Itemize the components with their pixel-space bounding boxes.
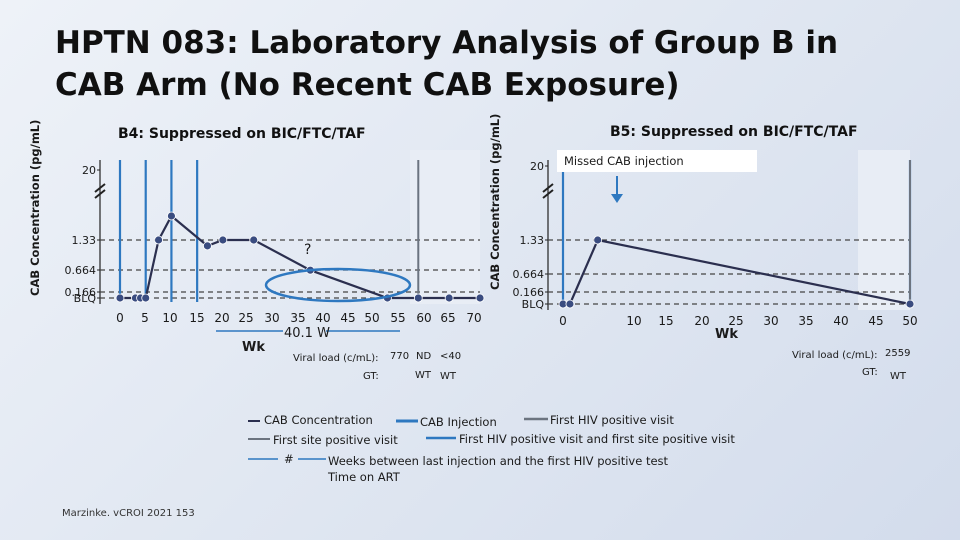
b4-axis-break-2 bbox=[94, 189, 106, 199]
b4-point-11 bbox=[413, 293, 423, 303]
weeks-between-annotation: 40.1 W bbox=[284, 326, 330, 341]
b5-xtick-30: 30 bbox=[763, 314, 778, 328]
b4-xtick-25: 25 bbox=[238, 311, 253, 325]
unknown-annotation: ? bbox=[304, 242, 312, 258]
legend-swatches bbox=[248, 417, 548, 460]
b4-xtick-50: 50 bbox=[364, 311, 379, 325]
b5-xlabel: Wk bbox=[715, 327, 738, 342]
b4-xtick-15: 15 bbox=[189, 311, 204, 325]
b5-axis-break-2 bbox=[542, 189, 554, 199]
b5-gt-1: WT bbox=[890, 371, 906, 382]
b5-axis-break bbox=[542, 183, 554, 193]
b4-viral-load-label: Viral load (c/mL): bbox=[293, 353, 379, 364]
legend-first-site-positive: First site positive visit bbox=[273, 433, 398, 447]
b5-shaded-region bbox=[858, 150, 910, 310]
b5-ytick-0.166: 0.166 bbox=[513, 286, 545, 299]
b4-point-13 bbox=[475, 293, 485, 303]
b4-ytick-0.166: 0.166 bbox=[65, 286, 97, 299]
b4-vl-nd: ND bbox=[416, 351, 432, 362]
panel-b4-title: B4: Suppressed on BIC/FTC/TAF bbox=[118, 126, 366, 142]
b4-shaded-region bbox=[410, 150, 480, 304]
b4-xtick-35: 35 bbox=[290, 311, 305, 325]
b4-xtick-20: 20 bbox=[214, 311, 229, 325]
b4-gt-2: WT bbox=[440, 371, 456, 382]
b5-xtick-35: 35 bbox=[798, 314, 813, 328]
b5-vl-2559: 2559 bbox=[885, 348, 911, 359]
citation: Marzinke. vCROI 2021 153 bbox=[62, 508, 195, 519]
b5-xtick-45: 45 bbox=[868, 314, 883, 328]
b4-ytick-1.33: 1.33 bbox=[72, 234, 97, 247]
b4-xtick-65: 65 bbox=[440, 311, 455, 325]
b4-vl-40: <40 bbox=[440, 351, 462, 362]
legend-both: First HIV positive visit and first site … bbox=[459, 432, 735, 446]
b4-xtick-70: 70 bbox=[466, 311, 481, 325]
b5-ytick-BLQ: BLQ bbox=[522, 298, 545, 311]
legend-cab-injection: CAB Injection bbox=[420, 415, 497, 429]
b5-viral-load-label: Viral load (c/mL): bbox=[792, 350, 878, 361]
b5-xtick-20: 20 bbox=[694, 314, 709, 328]
b4-ytick-20: 20 bbox=[82, 164, 96, 177]
b4-point-8 bbox=[249, 235, 259, 245]
b4-gt-label: GT: bbox=[363, 371, 379, 382]
b4-point-4 bbox=[154, 235, 163, 245]
b5-gt-label: GT: bbox=[862, 367, 878, 378]
b4-xtick-5: 5 bbox=[141, 311, 149, 325]
b5-series-line bbox=[563, 238, 911, 306]
b4-gt-1: WT bbox=[415, 370, 431, 381]
b4-xtick-40: 40 bbox=[315, 311, 330, 325]
b5-point-2 bbox=[593, 235, 603, 245]
legend-weeks-between: Weeks between last injection and the fir… bbox=[328, 454, 669, 468]
b5-xtick-50: 50 bbox=[902, 314, 917, 328]
b4-point-7 bbox=[218, 235, 228, 245]
b4-axis-break bbox=[94, 183, 106, 193]
b4-xtick-30: 30 bbox=[264, 311, 279, 325]
missed-injection-label: Missed CAB injection bbox=[557, 150, 757, 172]
b4-point-3 bbox=[141, 293, 151, 303]
b4-xtick-55: 55 bbox=[390, 311, 405, 325]
b4-ytick-BLQ: BLQ bbox=[74, 292, 97, 305]
b5-ytick-1.33: 1.33 bbox=[520, 234, 545, 247]
b5-ytick-0.664: 0.664 bbox=[513, 268, 545, 281]
b5-ytick-20: 20 bbox=[530, 160, 544, 173]
panel-b5-title: B5: Suppressed on BIC/FTC/TAF bbox=[610, 124, 858, 140]
b4-point-6 bbox=[203, 241, 212, 251]
b4-xtick-0: 0 bbox=[116, 311, 124, 325]
b4-xtick-45: 45 bbox=[340, 311, 355, 325]
b4-point-12 bbox=[444, 293, 454, 303]
b4-xlabel: Wk bbox=[242, 340, 265, 355]
b4-ytick-0.664: 0.664 bbox=[65, 264, 97, 277]
b4-vl-770: 770 bbox=[390, 351, 410, 362]
b5-xtick-15: 15 bbox=[658, 314, 673, 328]
b5-missed-arrow-head bbox=[611, 194, 623, 203]
b4-xtick-10: 10 bbox=[162, 311, 177, 325]
b5-xtick-40: 40 bbox=[833, 314, 848, 328]
b4-highlight-ellipse bbox=[264, 267, 412, 303]
page-title: HPTN 083: Laboratory Analysis of Group B… bbox=[55, 25, 839, 103]
legend-time-on-art: Time on ART bbox=[328, 470, 400, 484]
legend-hash: # bbox=[284, 452, 294, 466]
legend-first-hiv-positive: First HIV positive visit bbox=[550, 413, 674, 427]
legend-cab-concentration: CAB Concentration bbox=[264, 413, 373, 427]
b4-xtick-60: 60 bbox=[416, 311, 431, 325]
b5-xtick-0: 0 bbox=[559, 314, 567, 328]
b4-point-5 bbox=[167, 211, 176, 221]
b5-xtick-25: 25 bbox=[728, 314, 743, 328]
b4-point-0 bbox=[115, 293, 125, 303]
b5-xtick-10: 10 bbox=[626, 314, 641, 328]
b5-point-1 bbox=[565, 299, 575, 309]
b5-point-3 bbox=[905, 299, 915, 309]
